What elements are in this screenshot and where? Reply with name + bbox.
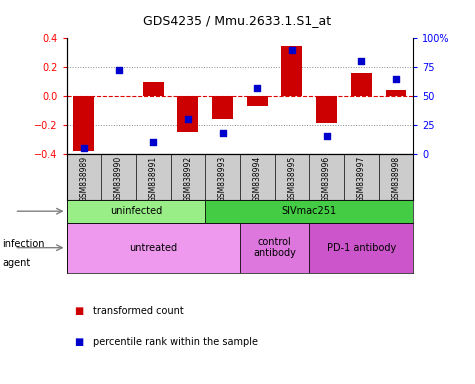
Bar	[66, 223, 240, 273]
Text: SIVmac251: SIVmac251	[282, 206, 337, 216]
Text: GSM838993: GSM838993	[218, 156, 227, 202]
Text: transformed count: transformed count	[93, 306, 183, 316]
Bar	[316, 96, 337, 123]
Point	[358, 58, 365, 65]
Bar	[240, 223, 309, 273]
Bar	[205, 200, 413, 223]
Bar	[66, 200, 205, 223]
Bar	[212, 96, 233, 119]
Text: GSM838994: GSM838994	[253, 156, 262, 202]
Point	[218, 130, 227, 136]
Text: control
antibody: control antibody	[253, 237, 296, 258]
Point	[288, 47, 295, 53]
Bar	[143, 82, 163, 96]
Text: percentile rank within the sample: percentile rank within the sample	[93, 337, 257, 347]
Bar	[351, 73, 371, 96]
Text: PD-1 antibody: PD-1 antibody	[327, 243, 396, 253]
Point	[392, 76, 400, 82]
Point	[149, 139, 157, 145]
Text: GSM838995: GSM838995	[287, 156, 296, 202]
Bar	[74, 96, 94, 151]
Text: GSM838998: GSM838998	[391, 156, 400, 202]
Point	[80, 145, 88, 151]
Point	[323, 133, 331, 139]
Text: GSM838997: GSM838997	[357, 156, 366, 202]
Bar	[247, 96, 267, 106]
Text: GDS4235 / Mmu.2633.1.S1_at: GDS4235 / Mmu.2633.1.S1_at	[143, 14, 332, 27]
Point	[254, 85, 261, 91]
Bar	[282, 46, 302, 96]
Text: GSM838990: GSM838990	[114, 156, 123, 202]
Text: agent: agent	[2, 258, 30, 268]
Text: uninfected: uninfected	[110, 206, 162, 216]
Text: GSM838996: GSM838996	[322, 156, 331, 202]
Text: untreated: untreated	[129, 243, 177, 253]
Text: ■: ■	[74, 337, 83, 347]
Bar	[178, 96, 198, 132]
Text: GSM838992: GSM838992	[183, 156, 192, 202]
Bar	[386, 90, 406, 96]
Text: GSM838989: GSM838989	[79, 156, 88, 202]
Text: infection: infection	[2, 239, 45, 249]
Point	[184, 116, 192, 122]
Text: ■: ■	[74, 306, 83, 316]
Bar	[309, 223, 413, 273]
Text: GSM838991: GSM838991	[149, 156, 158, 202]
Point	[115, 66, 123, 73]
